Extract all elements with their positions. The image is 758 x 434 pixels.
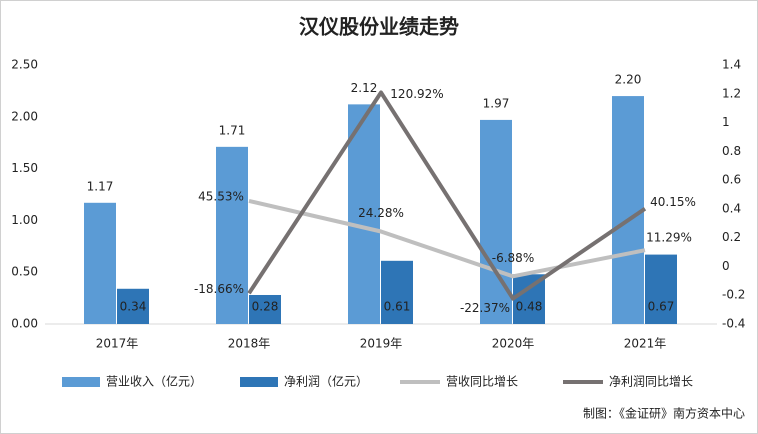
line: [248, 198, 646, 279]
y2-tick-label: 0: [722, 259, 730, 273]
bar: [216, 146, 248, 324]
bar-label: 2.20: [615, 73, 642, 87]
bar: [117, 288, 149, 324]
line: [247, 90, 647, 301]
line-label: 45.53%: [198, 189, 244, 203]
legend-label: 净利润同比增长: [609, 375, 693, 389]
line-label: -22.37%: [460, 301, 510, 315]
y2-tick-label: 0.8: [722, 144, 741, 158]
bar-label: 0.67: [648, 300, 675, 314]
y2-tick-label: 0.2: [722, 230, 741, 244]
y-tick-label: 1.00: [11, 213, 38, 227]
bar-label: 1.97: [483, 96, 510, 110]
source-note: 制图：《金证研》南方资本中心: [583, 406, 745, 421]
chart-title: 汉仪股份业绩走势: [299, 15, 459, 39]
legend-label: 营收同比增长: [446, 375, 518, 389]
y2-tick-label: -0.4: [722, 317, 745, 331]
legend-swatch: [62, 377, 100, 387]
bar-label: 0.34: [120, 300, 147, 314]
x-tick-label: 2021年: [624, 337, 667, 351]
line-label: -6.88%: [492, 251, 534, 265]
bar: [645, 254, 677, 324]
x-tick-label: 2020年: [492, 337, 535, 351]
legend-label: 净利润（亿元）: [284, 374, 368, 389]
line-label: 120.92%: [390, 87, 443, 101]
bar-label: 0.61: [384, 300, 411, 314]
line-label: 24.28%: [358, 206, 404, 220]
y2-tick-label: 0.4: [722, 201, 741, 215]
y2-tick-label: 1.4: [722, 58, 741, 72]
y2-tick-label: -0.2: [722, 288, 745, 302]
bar: [612, 96, 644, 324]
y-tick-label: 1.50: [11, 161, 38, 175]
x-tick-label: 2018年: [228, 337, 271, 351]
y-tick-label: 0.00: [11, 317, 38, 331]
line-label: 11.29%: [646, 231, 692, 245]
bar-label: 0.28: [252, 300, 279, 314]
line-label: -18.66%: [194, 282, 244, 296]
legend-label: 营业收入（亿元）: [106, 374, 202, 389]
bar: [249, 294, 281, 324]
y2-tick-label: 1: [722, 115, 730, 129]
y-tick-label: 2.00: [11, 109, 38, 123]
bar-label: 1.71: [219, 123, 246, 137]
bar-label: 2.12: [351, 81, 378, 95]
legend-swatch: [240, 377, 278, 387]
y2-tick-label: 0.6: [722, 173, 741, 187]
y-tick-label: 0.50: [11, 265, 38, 279]
bar-label: 1.17: [87, 179, 114, 193]
bar: [348, 104, 380, 324]
y-tick-label: 2.50: [11, 58, 38, 72]
x-tick-label: 2017年: [96, 337, 139, 351]
bar-label: 0.48: [516, 300, 543, 314]
y2-tick-label: 1.2: [722, 86, 741, 100]
x-tick-label: 2019年: [360, 337, 403, 351]
bar: [84, 202, 116, 324]
line-label: 40.15%: [650, 195, 696, 209]
bar: [381, 260, 413, 324]
bar: [480, 119, 512, 325]
